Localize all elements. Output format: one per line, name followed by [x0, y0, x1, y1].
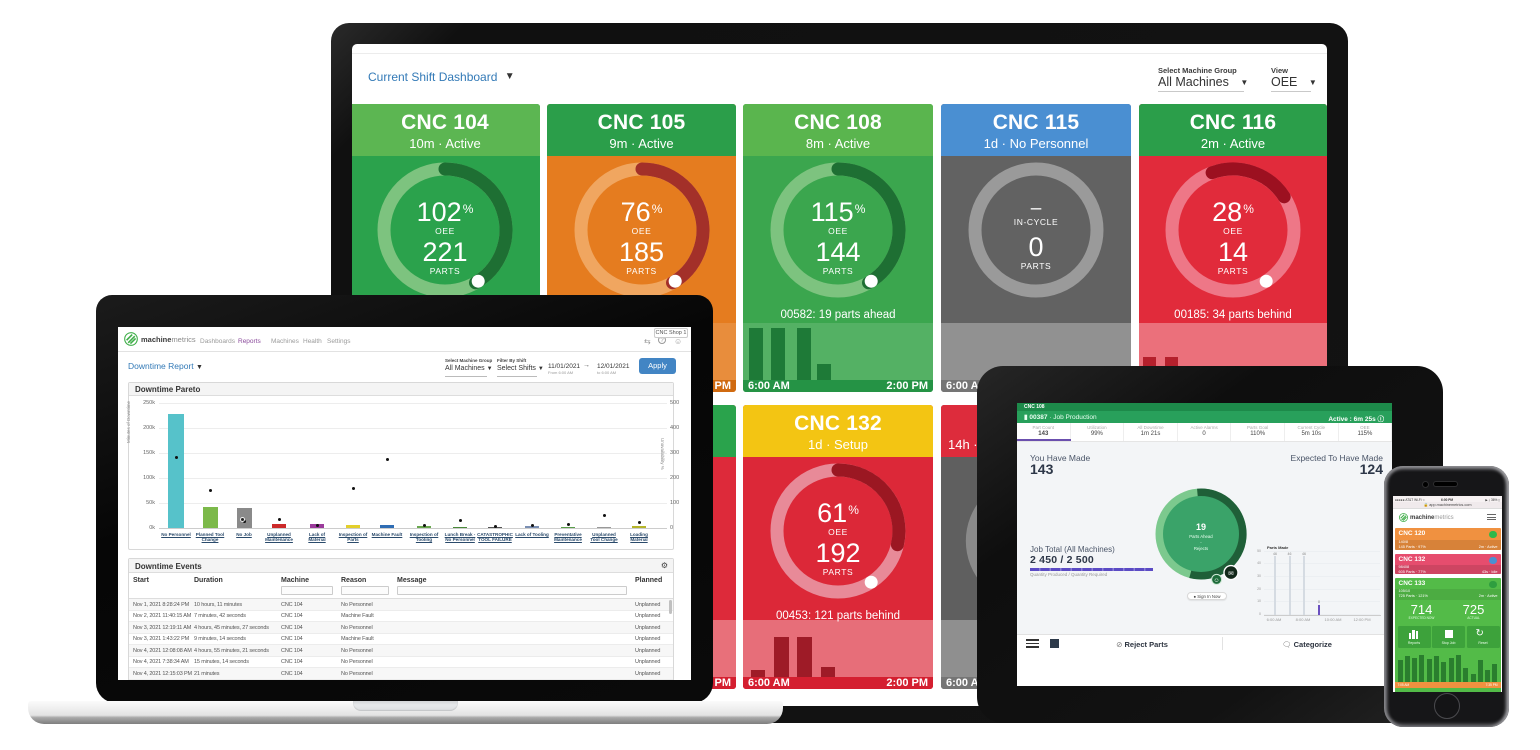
- svg-text:✉: ✉: [1228, 570, 1234, 577]
- svg-text:-: -: [1200, 540, 1202, 545]
- svg-text:☺: ☺: [1214, 578, 1220, 584]
- svg-text:Parts Ahead: Parts Ahead: [1189, 534, 1213, 539]
- svg-text:19: 19: [1196, 522, 1206, 532]
- svg-text:Rejects: Rejects: [1194, 546, 1208, 551]
